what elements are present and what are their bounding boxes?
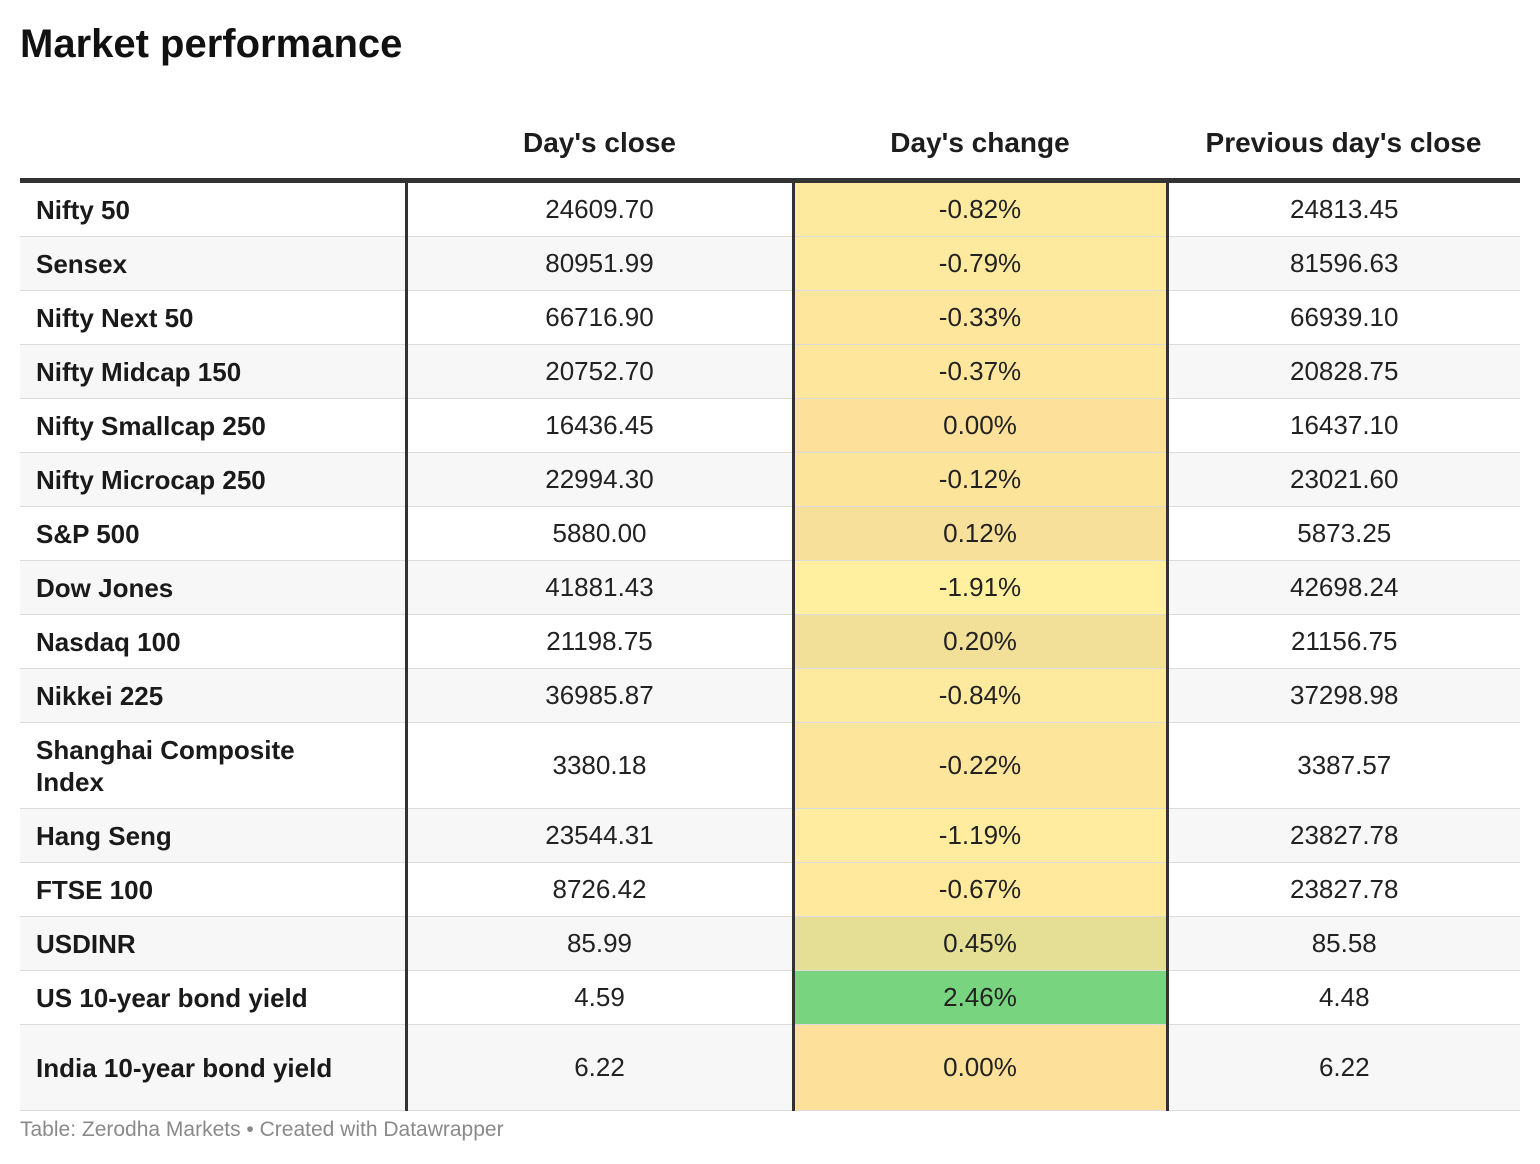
previous-close-value: 23827.78 xyxy=(1167,862,1520,917)
previous-close-value: 4.48 xyxy=(1167,970,1520,1025)
table-row: Dow Jones 41881.43 -1.91% 42698.24 xyxy=(20,560,1520,615)
days-change-value: -0.79% xyxy=(793,236,1169,291)
column-header-days-close: Day's close xyxy=(406,108,793,183)
days-change-value: -1.19% xyxy=(793,808,1169,863)
days-change-value: 0.00% xyxy=(793,398,1169,453)
days-close-value: 6.22 xyxy=(406,1024,795,1111)
table-row: Nifty Midcap 150 20752.70 -0.37% 20828.75 xyxy=(20,344,1520,399)
days-close-value: 36985.87 xyxy=(406,668,795,723)
table-row: Nifty Microcap 250 22994.30 -0.12% 23021.60 xyxy=(20,452,1520,507)
days-change-value: 0.12% xyxy=(793,506,1169,561)
index-name: S&P 500 xyxy=(20,506,408,561)
table-row: FTSE 100 8726.42 -0.67% 23827.78 xyxy=(20,862,1520,917)
previous-close-value: 21156.75 xyxy=(1167,614,1520,669)
table-row: Nikkei 225 36985.87 -0.84% 37298.98 xyxy=(20,668,1520,723)
index-name: India 10-year bond yield xyxy=(20,1024,408,1111)
days-change-value: -0.67% xyxy=(793,862,1169,917)
days-close-value: 24609.70 xyxy=(406,180,795,237)
previous-close-value: 81596.63 xyxy=(1167,236,1520,291)
table-row: Shanghai Composite Index 3380.18 -0.22% 338… xyxy=(20,722,1520,809)
table-row: Nifty 50 24609.70 -0.82% 24813.45 xyxy=(20,180,1520,237)
index-name: Nifty Midcap 150 xyxy=(20,344,408,399)
days-close-value: 5880.00 xyxy=(406,506,795,561)
days-change-value: 0.00% xyxy=(793,1024,1169,1111)
days-close-value: 41881.43 xyxy=(406,560,795,615)
market-table: Day's close Day's change Previous day's … xyxy=(20,108,1520,1111)
header-row: Day's close Day's change Previous day's … xyxy=(20,108,1520,183)
index-name: Nifty 50 xyxy=(20,180,408,237)
column-header-days-change: Day's change xyxy=(793,108,1167,183)
column-header-previous-close: Previous day's close xyxy=(1167,108,1520,183)
table-row: S&P 500 5880.00 0.12% 5873.25 xyxy=(20,506,1520,561)
index-name: Sensex xyxy=(20,236,408,291)
index-name: Nasdaq 100 xyxy=(20,614,408,669)
previous-close-value: 85.58 xyxy=(1167,916,1520,971)
previous-close-value: 42698.24 xyxy=(1167,560,1520,615)
days-change-value: -0.22% xyxy=(793,722,1169,809)
index-name: Shanghai Composite Index xyxy=(20,722,408,809)
table-row: Nifty Next 50 66716.90 -0.33% 66939.10 xyxy=(20,290,1520,345)
previous-close-value: 23827.78 xyxy=(1167,808,1520,863)
previous-close-value: 66939.10 xyxy=(1167,290,1520,345)
days-close-value: 80951.99 xyxy=(406,236,795,291)
days-change-value: -0.84% xyxy=(793,668,1169,723)
previous-close-value: 3387.57 xyxy=(1167,722,1520,809)
days-close-value: 22994.30 xyxy=(406,452,795,507)
days-close-value: 20752.70 xyxy=(406,344,795,399)
days-change-value: -0.37% xyxy=(793,344,1169,399)
days-change-value: -0.12% xyxy=(793,452,1169,507)
table-row: India 10-year bond yield 6.22 0.00% 6.22 xyxy=(20,1024,1520,1111)
index-name: Hang Seng xyxy=(20,808,408,863)
previous-close-value: 6.22 xyxy=(1167,1024,1520,1111)
days-change-value: 0.20% xyxy=(793,614,1169,669)
previous-close-value: 5873.25 xyxy=(1167,506,1520,561)
index-name: Nifty Microcap 250 xyxy=(20,452,408,507)
chart-title: Market performance xyxy=(20,22,403,66)
table-row: US 10-year bond yield 4.59 2.46% 4.48 xyxy=(20,970,1520,1025)
days-close-value: 85.99 xyxy=(406,916,795,971)
days-change-value: -1.91% xyxy=(793,560,1169,615)
days-close-value: 21198.75 xyxy=(406,614,795,669)
table-row: Sensex 80951.99 -0.79% 81596.63 xyxy=(20,236,1520,291)
index-name: Dow Jones xyxy=(20,560,408,615)
table-row: USDINR 85.99 0.45% 85.58 xyxy=(20,916,1520,971)
source-note: Table: Zerodha Markets • Created with Da… xyxy=(20,1118,504,1141)
days-close-value: 23544.31 xyxy=(406,808,795,863)
days-change-value: 2.46% xyxy=(793,970,1169,1025)
days-change-value: 0.45% xyxy=(793,916,1169,971)
index-name: Nifty Next 50 xyxy=(20,290,408,345)
days-close-value: 8726.42 xyxy=(406,862,795,917)
index-name: US 10-year bond yield xyxy=(20,970,408,1025)
previous-close-value: 16437.10 xyxy=(1167,398,1520,453)
table-row: Hang Seng 23544.31 -1.19% 23827.78 xyxy=(20,808,1520,863)
table-row: Nifty Smallcap 250 16436.45 0.00% 16437.10 xyxy=(20,398,1520,453)
days-change-value: -0.33% xyxy=(793,290,1169,345)
previous-close-value: 23021.60 xyxy=(1167,452,1520,507)
previous-close-value: 37298.98 xyxy=(1167,668,1520,723)
days-close-value: 4.59 xyxy=(406,970,795,1025)
column-header-name xyxy=(20,108,406,183)
table-row: Nasdaq 100 21198.75 0.20% 21156.75 xyxy=(20,614,1520,669)
days-change-value: -0.82% xyxy=(793,180,1169,237)
days-close-value: 3380.18 xyxy=(406,722,795,809)
days-close-value: 16436.45 xyxy=(406,398,795,453)
previous-close-value: 20828.75 xyxy=(1167,344,1520,399)
index-name: Nifty Smallcap 250 xyxy=(20,398,408,453)
days-close-value: 66716.90 xyxy=(406,290,795,345)
previous-close-value: 24813.45 xyxy=(1167,180,1520,237)
index-name: Nikkei 225 xyxy=(20,668,408,723)
index-name: FTSE 100 xyxy=(20,862,408,917)
index-name: USDINR xyxy=(20,916,408,971)
